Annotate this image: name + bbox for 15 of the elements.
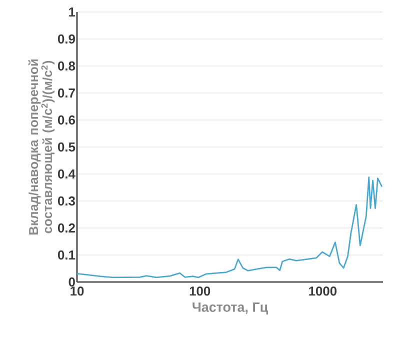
y-tick-label: 0.5	[58, 142, 76, 152]
x-tick-label: 10	[70, 286, 84, 296]
y-tick-label: 0.8	[58, 61, 76, 71]
y-tick-label: 0.3	[58, 196, 76, 206]
x-tick-label: 1000	[309, 286, 337, 296]
x-tick-label: 100	[190, 286, 210, 296]
y-tick-label: 0	[68, 277, 75, 287]
y-tick-label: 0.6	[58, 115, 76, 125]
y-tick-label: 0.1	[58, 250, 76, 260]
y-tick-label: 0.9	[58, 34, 75, 44]
y-tick-label: 1	[69, 8, 76, 16]
y-tick-label: 0.4	[58, 169, 76, 179]
y-tick-label: 0.2	[58, 223, 75, 233]
y-tick-label: 0.7	[58, 88, 75, 98]
x-axis-title: Частота, Гц	[192, 302, 268, 314]
